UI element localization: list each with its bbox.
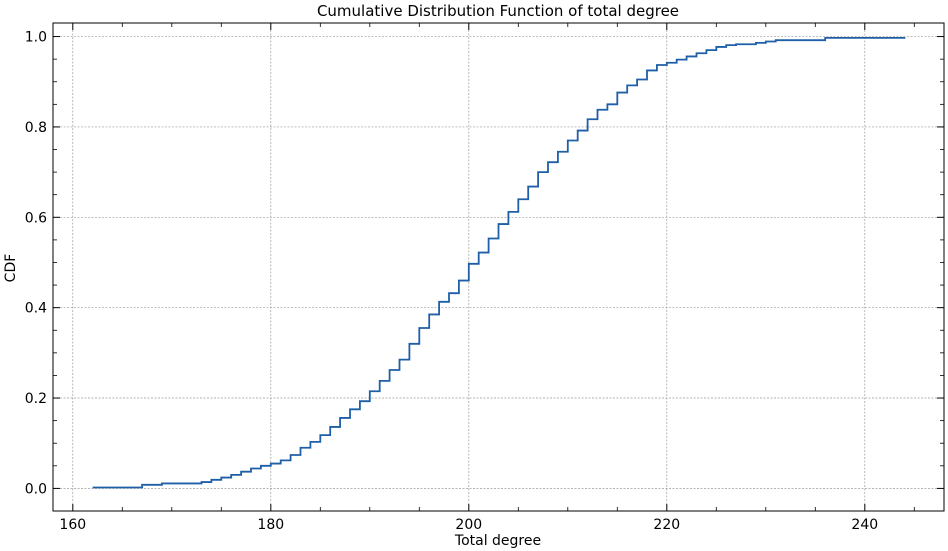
y-tick-label: 0.6 bbox=[25, 210, 47, 226]
x-tick-label: 180 bbox=[257, 517, 284, 533]
y-tick-label: 0.4 bbox=[25, 301, 47, 317]
x-tick-label: 240 bbox=[851, 517, 878, 533]
y-tick-label: 1.0 bbox=[25, 30, 47, 46]
y-tick-labels: 0.0 0.2 0.4 0.6 0.8 1.0 bbox=[25, 30, 47, 498]
grid-lines bbox=[53, 23, 944, 511]
plot-frame bbox=[52, 22, 945, 512]
x-tick-label: 160 bbox=[59, 517, 86, 533]
x-axis-label: Total degree bbox=[454, 533, 541, 549]
y-tick-label: 0.8 bbox=[25, 120, 47, 136]
y-tick-label: 0.0 bbox=[25, 481, 47, 497]
chart-title: Cumulative Distribution Function of tota… bbox=[317, 2, 679, 20]
axis-ticks bbox=[53, 23, 944, 512]
x-tick-labels: 160 180 200 220 240 bbox=[59, 517, 878, 533]
y-tick-label: 0.2 bbox=[25, 391, 47, 407]
x-tick-label: 200 bbox=[455, 517, 482, 533]
y-axis-label: CDF bbox=[3, 254, 19, 283]
cdf-series-line bbox=[92, 37, 906, 489]
x-tick-label: 220 bbox=[653, 517, 680, 533]
